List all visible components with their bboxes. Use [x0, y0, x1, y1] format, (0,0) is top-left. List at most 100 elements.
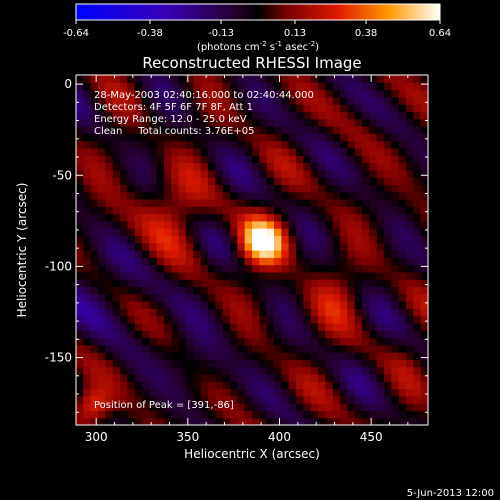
heatmap-cell: [266, 417, 275, 425]
heatmap-cell: [244, 104, 253, 113]
heatmap-cell: [193, 228, 202, 237]
heatmap-cell: [237, 162, 246, 171]
heatmap-cell: [164, 417, 172, 425]
heatmap-cell: [281, 308, 290, 317]
heatmap-cell: [266, 279, 275, 288]
heatmap-cell: [90, 293, 99, 302]
heatmap-cell: [215, 337, 224, 346]
heatmap-cell: [281, 330, 290, 339]
heatmap-cell: [105, 133, 114, 142]
heatmap-cell: [288, 184, 297, 193]
heatmap-cell: [376, 271, 385, 280]
heatmap-cell: [112, 301, 121, 309]
heatmap-cell: [288, 118, 297, 127]
heatmap-cell: [83, 373, 92, 382]
heatmap-cell: [112, 169, 121, 178]
heatmap-cell: [332, 104, 341, 113]
heatmap-cell: [208, 373, 216, 382]
heatmap-cell: [83, 118, 92, 127]
heatmap-cell: [376, 89, 385, 98]
heatmap-cell: [354, 118, 363, 127]
heatmap-cell: [281, 271, 290, 280]
heatmap-cell: [127, 293, 136, 302]
heatmap-cell: [193, 75, 202, 83]
heatmap-cell: [420, 388, 428, 397]
heatmap-cell: [369, 228, 378, 237]
heatmap-cell: [215, 133, 224, 142]
heatmap-cell: [105, 206, 114, 215]
heatmap-image: [76, 75, 428, 425]
heatmap-cell: [230, 184, 238, 193]
heatmap-cell: [384, 177, 392, 185]
heatmap-cell: [296, 220, 304, 229]
heatmap-cell: [266, 388, 275, 397]
heatmap-cell: [156, 301, 165, 309]
heatmap-cell: [369, 191, 378, 200]
heatmap-cell: [164, 206, 172, 215]
heatmap-cell: [83, 155, 92, 164]
heatmap-cell: [120, 293, 128, 302]
heatmap-cell: [127, 388, 136, 397]
heatmap-cell: [178, 395, 187, 404]
heatmap-cell: [259, 373, 268, 382]
heatmap-cell: [134, 82, 143, 91]
heatmap-cell: [413, 388, 422, 397]
heatmap-cell: [237, 191, 246, 200]
heatmap-cell: [237, 89, 246, 98]
heatmap-cell: [413, 410, 422, 419]
heatmap-cell: [288, 381, 297, 390]
heatmap-cell: [98, 126, 106, 134]
heatmap-cell: [347, 388, 356, 397]
heatmap-cell: [127, 177, 136, 185]
heatmap-cell: [112, 264, 121, 273]
heatmap-cell: [252, 344, 260, 353]
heatmap-cell: [142, 242, 150, 251]
heatmap-cell: [105, 250, 114, 258]
heatmap-cell: [90, 104, 99, 113]
heatmap-cell: [340, 96, 348, 105]
heatmap-cell: [252, 279, 260, 288]
heatmap-cell: [193, 403, 202, 412]
heatmap-cell: [325, 140, 334, 149]
heatmap-cell: [142, 286, 150, 295]
heatmap-cell: [296, 133, 304, 142]
heatmap-cell: [406, 403, 414, 412]
heatmap-cell: [281, 410, 290, 419]
heatmap-cell: [252, 322, 260, 331]
heatmap-cell: [193, 89, 202, 98]
heatmap-cell: [420, 279, 428, 288]
heatmap-cell: [406, 111, 414, 120]
heatmap-cell: [406, 169, 414, 178]
heatmap-cell: [391, 322, 400, 331]
heatmap-cell: [83, 344, 92, 353]
heatmap-cell: [398, 271, 407, 280]
heatmap-cell: [362, 184, 370, 193]
heatmap-cell: [413, 322, 422, 331]
heatmap-cell: [340, 75, 348, 83]
heatmap-cell: [193, 373, 202, 382]
heatmap-cell: [354, 228, 363, 237]
heatmap-cell: [281, 279, 290, 288]
heatmap-cell: [76, 308, 84, 317]
heatmap-cell: [420, 177, 428, 185]
heatmap-cell: [413, 162, 422, 171]
heatmap-cell: [354, 104, 363, 113]
heatmap-cell: [420, 228, 428, 237]
heatmap-cell: [296, 293, 304, 302]
heatmap-cell: [398, 169, 407, 178]
heatmap-cell: [112, 366, 121, 375]
heatmap-cell: [391, 410, 400, 419]
heatmap-cell: [413, 250, 422, 258]
heatmap-cell: [354, 373, 363, 382]
heatmap-cell: [237, 250, 246, 258]
heatmap-cell: [171, 96, 180, 105]
heatmap-cell: [252, 286, 260, 295]
heatmap-cell: [83, 177, 92, 185]
heatmap-cell: [420, 162, 428, 171]
heatmap-cell: [222, 264, 231, 273]
heatmap-cell: [398, 322, 407, 331]
heatmap-cell: [340, 322, 348, 331]
heatmap-cell: [127, 279, 136, 288]
heatmap-cell: [215, 286, 224, 295]
heatmap-cell: [134, 381, 143, 390]
